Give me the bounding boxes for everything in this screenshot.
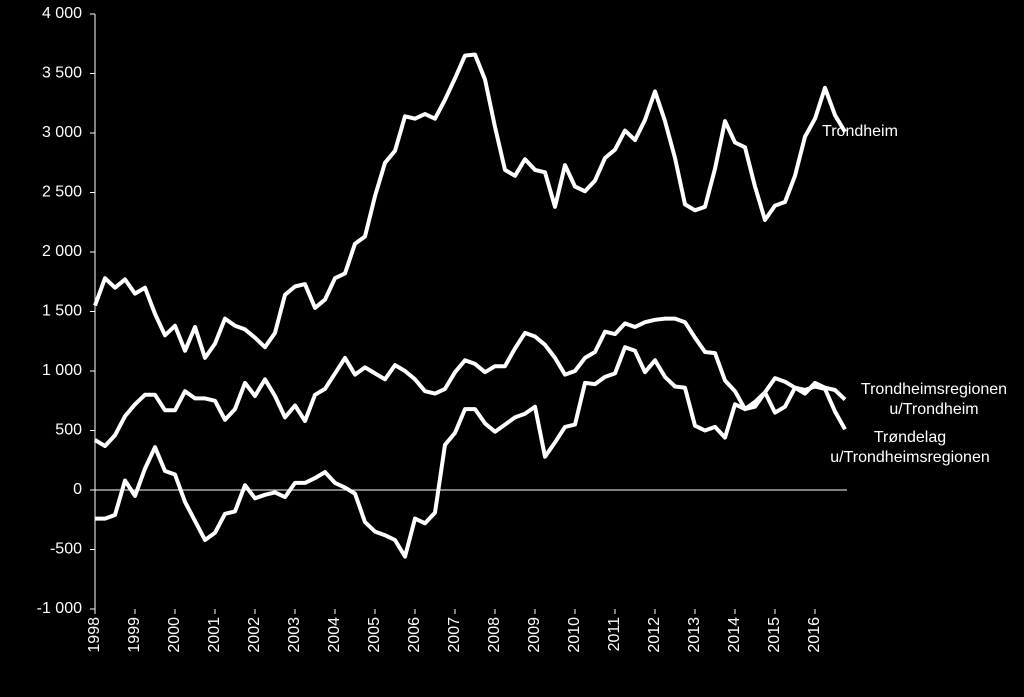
series-label: Trondheim: [822, 123, 898, 140]
x-tick-label: 2016: [806, 617, 823, 653]
x-tick-label: 2001: [206, 617, 223, 653]
x-tick-label: 2011: [606, 617, 623, 652]
y-tick-label: 3 000: [42, 124, 82, 141]
x-tick-label: 2012: [646, 617, 663, 653]
series-label: Trondheimsregionen u/Trondheim: [860, 381, 1008, 418]
x-tick-label: 1998: [86, 617, 103, 653]
x-tick-label: 2008: [486, 617, 503, 653]
x-tick-label: 1999: [126, 617, 143, 653]
series-label: Trøndelag u/Trondheimsregionen: [830, 429, 990, 466]
x-tick-label: 2009: [526, 617, 543, 653]
x-tick-label: 2003: [286, 617, 303, 653]
x-tick-label: 2006: [406, 617, 423, 653]
y-tick-label: 4 000: [42, 5, 82, 22]
series-line: [93, 52, 847, 360]
x-tick-label: 2013: [686, 617, 703, 653]
series-line: [93, 316, 847, 448]
x-tick-label: 2000: [166, 617, 183, 653]
x-tick-label: 2004: [326, 617, 343, 653]
x-tick-label: 2007: [446, 617, 463, 653]
y-tick-label: 3 500: [42, 65, 82, 82]
y-tick-label: 2 500: [42, 184, 82, 201]
series-line: [95, 345, 847, 559]
x-tick-label: 2015: [766, 617, 783, 653]
y-tick-label: -500: [50, 541, 82, 558]
y-tick-label: -1 000: [37, 600, 82, 617]
x-tick-label: 2014: [726, 617, 743, 653]
y-tick-label: 1 000: [42, 362, 82, 379]
x-tick-label: 2005: [366, 617, 383, 653]
y-tick-label: 0: [73, 481, 82, 498]
x-tick-label: 2010: [566, 617, 583, 653]
x-tick-label: 2002: [246, 617, 263, 653]
y-tick-label: 2 000: [42, 243, 82, 260]
y-tick-label: 1 500: [42, 303, 82, 320]
y-tick-label: 500: [55, 422, 82, 439]
